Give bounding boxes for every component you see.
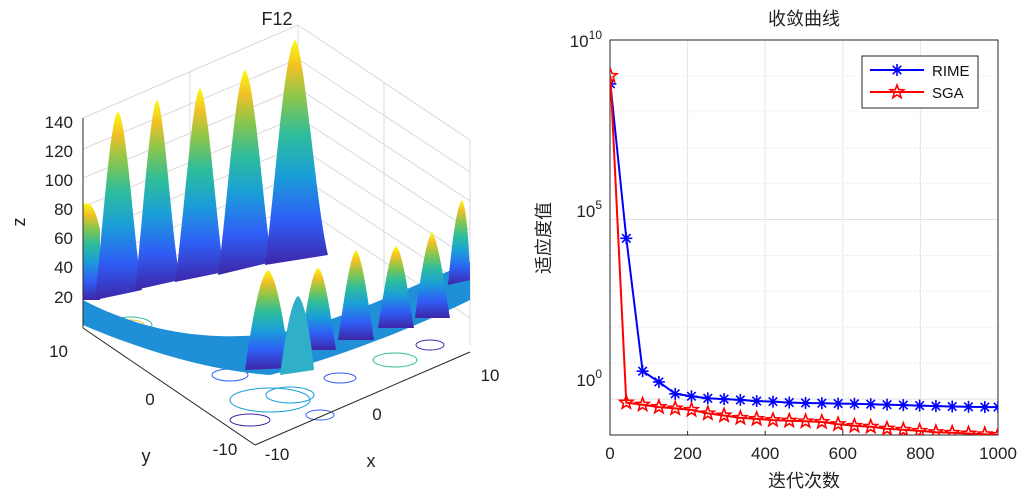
convergence-y-label: 适应度值 [534,202,555,274]
x-tick-label: -10 [265,445,290,464]
y-tick-label: -10 [213,440,238,459]
x-ticks: 0 200 400 600 800 1000 [605,431,1017,463]
data-point-sga [829,414,847,432]
z-tick-label: 60 [54,229,73,248]
data-point-sga [861,417,880,435]
data-point-rime [992,401,998,414]
data-point-sga [715,406,733,423]
legend-marks [870,64,924,100]
data-point-sga [989,425,998,435]
data-point-sga [610,66,620,84]
data-point-sga [796,412,815,429]
data-point-rime [799,396,812,409]
data-point-sga [927,422,945,435]
z-tick-label: 100 [45,171,73,190]
data-point-rime [701,392,714,405]
data-point-sga [650,397,668,415]
data-point-sga [780,411,799,429]
data-point-rime [620,232,633,245]
plot-frame [609,39,999,436]
data-point-sga [666,399,684,416]
data-point-sga [813,412,831,430]
data-point-sga [764,410,782,428]
data-point-rime [832,397,845,410]
legend: RIME SGA [861,55,979,109]
data-point-rime [636,365,649,378]
x-tick-labels: -10 0 10 [265,366,500,464]
data-point-rime [864,398,877,411]
data-point-sga [878,419,896,435]
y-tick-label: 105 [576,198,602,221]
surface-plot: F12 [9,9,499,471]
z-tick-label: 80 [54,200,73,219]
data-point-rime [718,393,731,406]
legend-marker-rime [891,64,903,76]
y-axis-label: y [142,446,151,466]
y-tick-label: 1010 [570,28,603,51]
x-tick-label: 10 [481,366,500,385]
data-point-rime [652,375,665,388]
x-tick-label: 0 [605,444,614,463]
data-point-sga [943,423,962,435]
x-axis-label: x [367,451,376,471]
data-point-rime [734,393,747,406]
legend-marker-sga [888,82,906,100]
series-line-sga [610,75,998,435]
data-point-rime [783,396,796,409]
data-point-rime [766,395,779,408]
data-point-rime [848,397,861,410]
convergence-title: 收敛曲线 [768,9,840,30]
data-point-rime [881,398,894,411]
data-point-rime [685,390,698,403]
y-tick-label: 100 [576,367,602,390]
surface-axis-lines [82,118,471,446]
data-point-rime [962,400,975,413]
z-axis-label: z [9,218,29,227]
x-tick-label: 400 [751,444,779,463]
data-point-rime [750,395,763,408]
z-tick-label: 20 [54,288,73,307]
legend-label-rime: RIME [932,63,970,80]
x-tick-label: 800 [906,444,934,463]
data-point-sga [682,400,701,418]
data-point-rime [946,400,959,413]
series-layer [610,66,998,435]
x-tick-label: 1000 [979,444,1017,463]
data-point-sga [894,420,913,435]
convergence-x-label: 迭代次数 [768,471,840,492]
x-tick-label: 200 [673,444,701,463]
z-tick-label: 120 [45,142,73,161]
z-tick-label: 140 [45,113,73,132]
surface-title: F12 [261,9,292,29]
data-point-rime [929,400,942,413]
data-point-rime [897,399,910,412]
data-point-sga [976,424,994,435]
x-tick-label: 0 [372,405,381,424]
x-tick-label: 600 [829,444,857,463]
data-point-sga [845,416,864,434]
y-tick-label: 0 [145,390,154,409]
y-tick-label: 10 [49,342,68,361]
data-point-rime [815,397,828,410]
surface-mesh [83,40,470,375]
data-point-rime [978,401,991,414]
z-tick-label: 40 [54,258,73,277]
data-point-sga [910,421,929,435]
y-tick-labels: 10 0 -10 [49,342,237,459]
data-point-sga [731,408,750,426]
y-ticks: 100 105 1010 [570,28,603,390]
data-point-rime [913,399,926,412]
convergence-plot: 收敛曲线 0 200 400 600 800 1000 100 105 1010 迭代次数… [534,9,1017,492]
data-point-sga [633,395,652,413]
data-point-sga [747,409,766,427]
data-point-sga [959,424,978,435]
z-tick-labels: 20 40 60 80 100 120 140 [45,113,73,307]
legend-label-sga: SGA [932,85,964,102]
data-point-sga [698,404,717,421]
data-point-rime [669,387,682,400]
legend-box [861,55,979,109]
data-point-sga [617,393,636,411]
